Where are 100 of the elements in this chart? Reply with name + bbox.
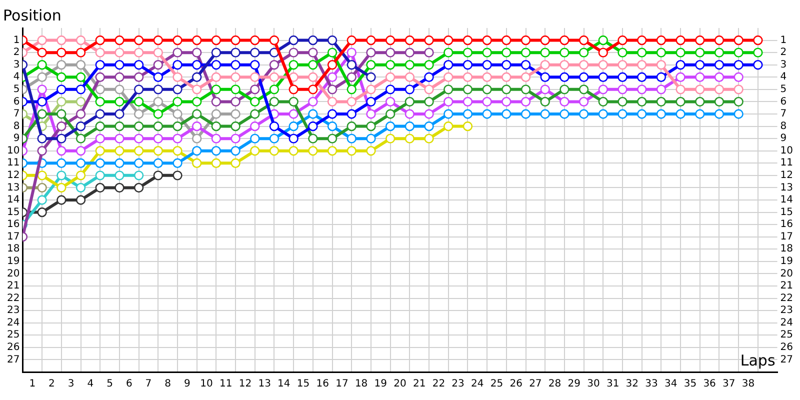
point <box>462 84 473 94</box>
point <box>385 60 396 70</box>
point <box>288 35 298 46</box>
y-tick-label: 16 <box>6 219 20 230</box>
point <box>288 96 298 107</box>
point <box>520 35 531 46</box>
point <box>636 35 647 46</box>
x-tick-label: 16 <box>316 378 329 390</box>
point <box>37 60 47 70</box>
point <box>76 109 86 119</box>
point <box>366 146 376 156</box>
point <box>230 48 240 58</box>
point <box>172 60 182 70</box>
y2-tick-label: 21 <box>780 280 794 292</box>
point <box>424 60 434 70</box>
point <box>540 96 550 107</box>
point <box>192 35 202 46</box>
point <box>211 146 222 156</box>
x-tick-label: 31 <box>606 378 620 390</box>
y-tick-label: 17 <box>6 231 20 242</box>
point <box>636 72 647 82</box>
point <box>560 72 570 82</box>
point <box>76 84 86 94</box>
x-tick-label: 13 <box>258 378 271 390</box>
y-tick-label: 6 <box>13 96 20 108</box>
point <box>618 96 628 107</box>
point <box>578 48 589 58</box>
point <box>308 146 318 156</box>
point <box>366 134 376 144</box>
point <box>366 96 376 107</box>
y-tick-label: 5 <box>13 84 20 96</box>
point <box>56 134 66 144</box>
point <box>734 60 744 70</box>
point <box>288 146 298 156</box>
point <box>192 134 202 144</box>
point <box>404 134 415 144</box>
point <box>211 48 222 58</box>
point <box>76 48 86 58</box>
point <box>153 35 164 46</box>
point <box>230 35 240 46</box>
point <box>695 48 705 58</box>
y2-tick-label: 14 <box>780 194 794 206</box>
point <box>598 109 608 119</box>
point <box>540 48 550 58</box>
point <box>153 60 164 70</box>
point <box>76 170 86 180</box>
point <box>76 158 86 168</box>
point <box>308 60 318 70</box>
point <box>95 35 105 46</box>
point <box>520 72 531 82</box>
point <box>269 72 280 82</box>
point <box>598 84 608 94</box>
y-tick-label: 4 <box>13 72 20 83</box>
point <box>76 121 86 132</box>
x-tick-label: 1 <box>29 378 36 390</box>
point <box>230 158 240 168</box>
point <box>502 84 512 94</box>
point <box>502 48 512 58</box>
point <box>444 84 454 94</box>
x-tick-label: 19 <box>374 378 388 390</box>
y2-tick-label: 3 <box>780 59 787 70</box>
point <box>230 72 240 82</box>
point <box>56 96 66 107</box>
y2-tick-label: 16 <box>780 219 794 230</box>
point <box>462 109 473 119</box>
y2-tick-label: 1 <box>780 34 787 46</box>
point <box>385 134 396 144</box>
x-tick-label: 29 <box>568 378 580 390</box>
y-tick-label: 27 <box>6 354 20 366</box>
y-tick-label: 7 <box>13 108 20 120</box>
point <box>76 195 86 205</box>
point <box>734 48 744 58</box>
point <box>676 60 686 70</box>
point <box>114 158 124 168</box>
point <box>76 96 86 107</box>
point <box>153 134 164 144</box>
x-tick-label: 23 <box>452 378 464 390</box>
x-tick-label: 37 <box>722 378 736 390</box>
point <box>250 134 260 144</box>
y-tick-label: 12 <box>6 170 20 182</box>
point <box>211 121 222 132</box>
point <box>192 109 202 119</box>
point <box>56 60 66 70</box>
point <box>482 35 492 46</box>
point <box>114 48 124 58</box>
point <box>192 72 202 82</box>
point <box>56 121 66 132</box>
point <box>230 134 240 144</box>
point <box>424 35 434 46</box>
point <box>734 84 744 94</box>
point <box>95 158 105 168</box>
point <box>134 109 144 119</box>
point <box>327 134 338 144</box>
point <box>346 60 356 70</box>
point <box>269 96 280 107</box>
point <box>327 72 338 82</box>
point <box>308 96 318 107</box>
point <box>404 48 415 58</box>
point <box>404 121 415 132</box>
point <box>56 48 66 58</box>
